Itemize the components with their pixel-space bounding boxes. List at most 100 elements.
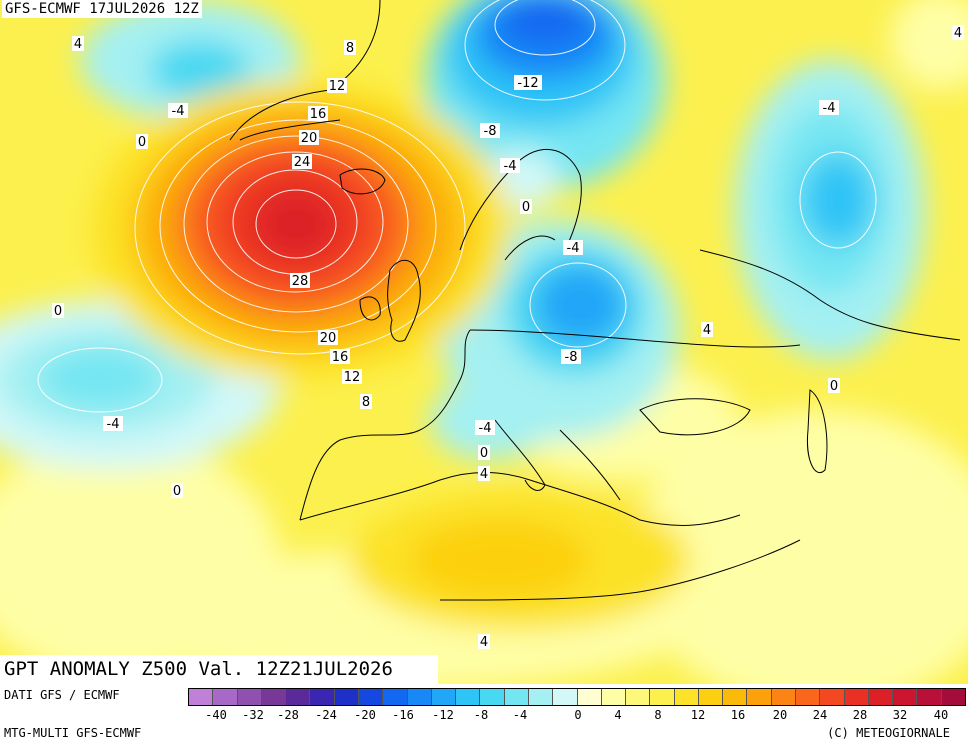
- contour-label: 20: [318, 330, 338, 346]
- contour-label: -4: [103, 416, 123, 432]
- colorbar-tick-label: -8: [473, 708, 489, 722]
- svg-text:12: 12: [329, 79, 346, 94]
- colorbar-ticks: -40 -32 -28 -24 -20 -16 -12 -8 -4 0 4 8 12 16 20 24 28 32…: [188, 708, 966, 724]
- colorbar-swatch: [504, 689, 529, 705]
- svg-text:0: 0: [522, 200, 530, 215]
- contour-labels: 4 812162024282016128-40-12-8-40-4-84-4040…: [52, 25, 964, 650]
- svg-text:0: 0: [830, 379, 838, 394]
- contour-label: 0: [520, 199, 532, 215]
- svg-text:8: 8: [346, 41, 354, 56]
- contour-label: -8: [561, 349, 581, 365]
- colorbar-swatch: [941, 689, 965, 705]
- contour-label: 12: [327, 78, 347, 94]
- svg-text:-4: -4: [479, 421, 492, 436]
- colorbar-tick-label: -28: [277, 708, 299, 722]
- svg-text:-4: -4: [823, 101, 836, 116]
- colorbar-swatch: [723, 689, 748, 705]
- colorbar-swatch: [796, 689, 821, 705]
- colorbar-swatch: [286, 689, 311, 705]
- svg-text:4: 4: [703, 323, 711, 338]
- map-canvas: 4 812162024282016128-40-12-8-40-4-84-4040…: [0, 0, 968, 684]
- colorbar-swatch: [407, 689, 432, 705]
- contour-label: 0: [52, 303, 64, 319]
- model-source-label: MTG-MULTI GFS-ECMWF: [4, 726, 142, 740]
- contour-label: -4: [819, 100, 839, 116]
- contour-label: 8: [360, 394, 372, 410]
- colorbar-swatch: [601, 689, 627, 705]
- contour-label: -4: [563, 240, 583, 256]
- svg-text:4: 4: [480, 635, 488, 650]
- contour-label: 24: [292, 154, 312, 170]
- colorbar-swatch: [189, 689, 214, 705]
- colorbar: [188, 688, 966, 706]
- contour-label: 16: [330, 349, 350, 365]
- svg-text:8: 8: [362, 395, 370, 410]
- colorbar-tick-label: -12: [432, 708, 454, 722]
- contour-label: -8: [480, 123, 500, 139]
- contour-label: 8: [344, 40, 356, 56]
- svg-text:-4: -4: [172, 104, 185, 119]
- colorbar-swatch: [868, 689, 894, 705]
- colorbar-tick-label: 12: [690, 708, 706, 722]
- colorbar-tick-label: 4: [614, 708, 622, 722]
- contour-label: 12: [342, 369, 362, 385]
- coastlines: [229, 0, 961, 601]
- svg-text:-4: -4: [504, 159, 517, 174]
- field-shading: [0, 0, 968, 684]
- colorbar-swatch: [917, 689, 942, 705]
- colorbar-tick-label: 40: [933, 708, 949, 722]
- svg-text:-12: -12: [517, 76, 538, 91]
- contour-label: 16: [308, 106, 328, 122]
- colorbar-swatch: [528, 689, 554, 705]
- colorbar-swatch: [747, 689, 772, 705]
- colorbar-tick-label: -20: [354, 708, 376, 722]
- colorbar-swatch: [844, 689, 869, 705]
- svg-text:4: 4: [954, 26, 962, 41]
- contour-label: 0: [136, 134, 148, 150]
- map-title: GPT ANOMALY Z500 Val. 12Z21JUL2026: [0, 655, 438, 684]
- colorbar-swatch: [383, 689, 408, 705]
- colorbar-swatch: [334, 689, 359, 705]
- colorbar-swatch: [771, 689, 797, 705]
- contour-label: 4: [952, 25, 964, 41]
- colorbar-tick-label: 24: [812, 708, 828, 722]
- contour-lines: [37, 0, 877, 413]
- data-source-label: DATI GFS / ECMWF: [4, 688, 120, 702]
- svg-text:-8: -8: [484, 124, 497, 139]
- contour-label: 20: [299, 130, 319, 146]
- contour-label: -12: [514, 75, 542, 91]
- svg-text:0: 0: [54, 304, 62, 319]
- svg-text:16: 16: [310, 107, 327, 122]
- colorbar-swatch: [650, 689, 675, 705]
- colorbar-tick-label: -32: [242, 708, 264, 722]
- model-run-title: GFS-ECMWF 17JUL2026 12Z: [2, 0, 202, 18]
- colorbar-swatch: [893, 689, 918, 705]
- svg-text:20: 20: [320, 331, 337, 346]
- colorbar-tick-label: -24: [315, 708, 337, 722]
- colorbar-swatch: [358, 689, 384, 705]
- svg-text:4: 4: [480, 467, 488, 482]
- colorbar-tick-label: -40: [205, 708, 227, 722]
- svg-text:0: 0: [173, 484, 181, 499]
- colorbar-tick-label: 20: [772, 708, 788, 722]
- svg-text:20: 20: [301, 131, 318, 146]
- svg-text:4: 4: [74, 37, 82, 52]
- colorbar-swatch: [237, 689, 262, 705]
- contour-label: -4: [500, 158, 520, 174]
- colorbar-swatch: [480, 689, 505, 705]
- contour-label: -4: [475, 420, 495, 436]
- colorbar-swatch: [431, 689, 457, 705]
- contour-label: 28: [290, 273, 310, 289]
- svg-text:24: 24: [294, 155, 311, 170]
- colorbar-swatch: [577, 689, 602, 705]
- colorbar-swatch: [310, 689, 335, 705]
- anomaly-map: 4 8 12 16 20 24 28 20 16 12 8 -4 0 -12 -8 -4 0 -4 -8 4 -4 0 4 0…: [0, 0, 968, 684]
- svg-text:-8: -8: [565, 350, 578, 365]
- contour-label: 4: [478, 634, 490, 650]
- colorbar-tick-label: 32: [892, 708, 908, 722]
- colorbar-tick-label: 16: [730, 708, 746, 722]
- colorbar-tick-label: 28: [852, 708, 868, 722]
- copyright-label: (C) METEOGIORNALE: [827, 726, 950, 740]
- contour-label: 0: [828, 378, 840, 394]
- colorbar-swatch: [456, 689, 481, 705]
